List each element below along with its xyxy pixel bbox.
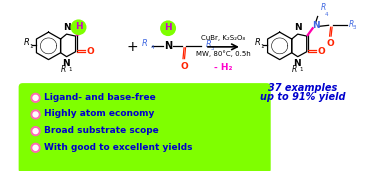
Text: R: R — [292, 66, 297, 74]
Text: 1: 1 — [261, 44, 264, 49]
Text: CuBr, K₂S₂O₈: CuBr, K₂S₂O₈ — [201, 35, 245, 41]
Circle shape — [31, 110, 40, 119]
Circle shape — [31, 127, 40, 136]
Text: +: + — [126, 40, 138, 54]
Text: Highly atom economy: Highly atom economy — [43, 110, 154, 119]
Text: N: N — [293, 59, 301, 68]
Circle shape — [31, 93, 40, 102]
Text: O: O — [327, 39, 335, 48]
Text: R: R — [349, 20, 354, 29]
Circle shape — [33, 129, 38, 134]
Text: Broad substrate scope: Broad substrate scope — [43, 126, 158, 135]
Text: Ligand- and base-free: Ligand- and base-free — [43, 93, 155, 102]
Text: R: R — [206, 40, 212, 49]
Text: N: N — [63, 23, 71, 32]
Text: With good to excellent yields: With good to excellent yields — [43, 143, 192, 152]
FancyBboxPatch shape — [19, 83, 271, 172]
Text: N: N — [312, 21, 319, 30]
Text: 4: 4 — [325, 12, 328, 17]
Text: 1: 1 — [299, 67, 303, 72]
Text: up to 91% yield: up to 91% yield — [260, 92, 345, 102]
Text: - H₂: - H₂ — [214, 63, 232, 72]
Circle shape — [160, 20, 176, 36]
Text: R: R — [61, 66, 66, 74]
Text: 1: 1 — [29, 44, 33, 49]
Text: O: O — [87, 47, 94, 56]
Text: 4: 4 — [151, 45, 155, 50]
Circle shape — [71, 19, 87, 35]
Text: N: N — [164, 41, 172, 51]
Text: 1: 1 — [68, 67, 71, 72]
Text: R: R — [142, 39, 148, 49]
Circle shape — [33, 145, 38, 150]
Text: 3: 3 — [211, 46, 214, 51]
Text: MW, 80°C, 0.5h: MW, 80°C, 0.5h — [196, 51, 251, 57]
Text: R: R — [24, 38, 29, 47]
Text: O: O — [180, 62, 188, 71]
Circle shape — [33, 95, 38, 100]
Text: N: N — [294, 23, 302, 32]
Text: N: N — [62, 59, 70, 68]
Text: R: R — [255, 38, 261, 47]
Text: 37 examples: 37 examples — [268, 83, 337, 93]
Text: H: H — [75, 23, 82, 31]
Text: H: H — [164, 23, 172, 33]
Circle shape — [33, 112, 38, 117]
Text: 3: 3 — [353, 25, 356, 30]
Text: R: R — [321, 3, 326, 12]
Circle shape — [31, 143, 40, 152]
Text: O: O — [318, 47, 325, 56]
